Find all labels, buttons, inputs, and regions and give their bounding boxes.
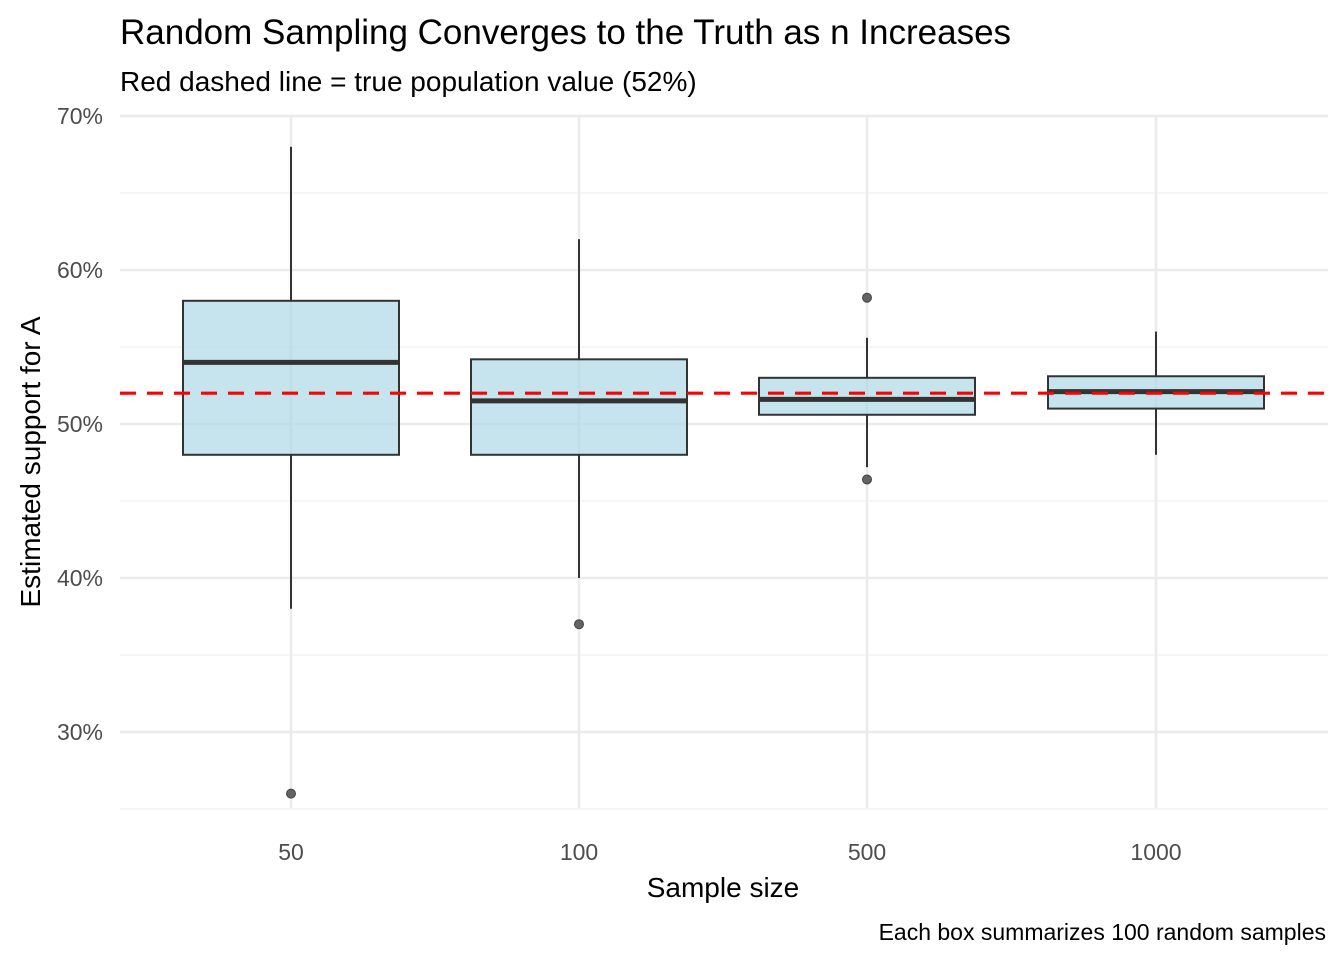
outlier-point [862,474,872,485]
x-axis-title: Sample size [647,872,800,903]
box-50 [182,146,400,799]
chart-caption: Each box summarizes 100 random samples [879,919,1326,945]
outlier-point [862,292,872,303]
box-body [182,299,400,456]
box-body [758,376,976,416]
x-tick-label: 1000 [1130,839,1181,865]
outlier-point [574,619,584,630]
outlier-point [286,788,296,799]
boxes [182,146,1265,799]
y-tick-label: 50% [57,411,103,437]
tick-labels: 30% 40% 50% 60% 70% 50 100 500 1000 [57,103,1182,865]
chart-title: Random Sampling Converges to the Truth a… [120,13,1011,52]
x-tick-label: 500 [848,839,886,865]
y-tick-label: 40% [57,565,103,591]
box-500 [758,292,976,485]
box-100 [470,239,688,630]
grid [120,114,1328,810]
box-body [470,358,688,456]
y-tick-label: 70% [57,103,103,129]
x-tick-label: 100 [560,839,598,865]
y-axis-title: Estimated support for A [15,316,46,607]
chart-subtitle: Red dashed line = true population value … [120,66,697,97]
x-tick-label: 50 [278,839,304,865]
y-tick-label: 30% [57,719,103,745]
y-tick-label: 60% [57,257,103,283]
